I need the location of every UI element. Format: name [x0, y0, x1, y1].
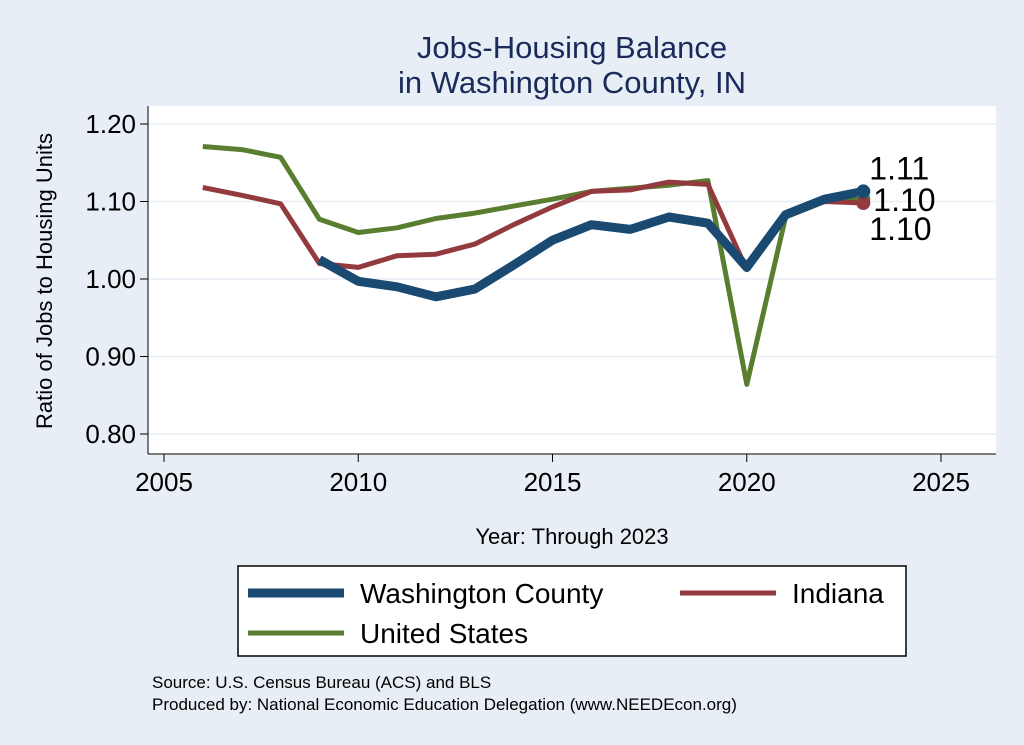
y-tick-label-1-00: 1.00: [85, 264, 136, 294]
plot-area: [148, 106, 996, 454]
source-note: Source: U.S. Census Bureau (ACS) and BLS: [152, 673, 491, 692]
chart-title-line-1: Jobs-Housing Balance: [417, 30, 727, 65]
end-marker-washington-county: [856, 184, 871, 199]
y-tick-label-1-10: 1.10: [85, 187, 136, 217]
end-label-united-states: 1.10: [873, 182, 935, 218]
legend-label-united-states: United States: [360, 618, 528, 649]
series-line-washington-county: [317, 186, 865, 302]
y-tick-label-1-20: 1.20: [85, 109, 136, 139]
end-marker-indiana: [856, 196, 871, 211]
legend-box: [237, 565, 907, 657]
legend: Washington County Indiana United States: [237, 565, 907, 657]
legend-label-indiana: Indiana: [792, 578, 884, 609]
y-axis-ticks: 0.80 0.90 1.00 1.10 1.20: [85, 109, 148, 449]
y-tick-label-0-90: 0.90: [85, 342, 136, 372]
x-tick-label-2005: 2005: [135, 467, 193, 497]
x-axis-ticks: 2005 2010 2015 2020 2025: [135, 454, 970, 497]
chart-title-line-2: in Washington County, IN: [398, 65, 746, 100]
y-axis-title: Ratio of Jobs to Housing Units: [32, 133, 57, 429]
end-label-washington-county: 1.11: [869, 150, 929, 186]
series-lines: [202, 144, 871, 387]
x-tick-label-2020: 2020: [718, 467, 776, 497]
end-labels: 1.111.101.10: [869, 150, 935, 247]
x-tick-label-2025: 2025: [912, 467, 970, 497]
end-label-indiana: 1.10: [869, 211, 931, 247]
legend-label-washington-county: Washington County: [360, 578, 603, 609]
series-line-united-states: [202, 144, 864, 387]
x-axis-title: Year: Through 2023: [475, 524, 668, 549]
x-tick-label-2010: 2010: [329, 467, 387, 497]
x-tick-label-2015: 2015: [524, 467, 582, 497]
y-tick-label-0-80: 0.80: [85, 419, 136, 449]
produced-by-note: Produced by: National Economic Education…: [152, 695, 737, 714]
